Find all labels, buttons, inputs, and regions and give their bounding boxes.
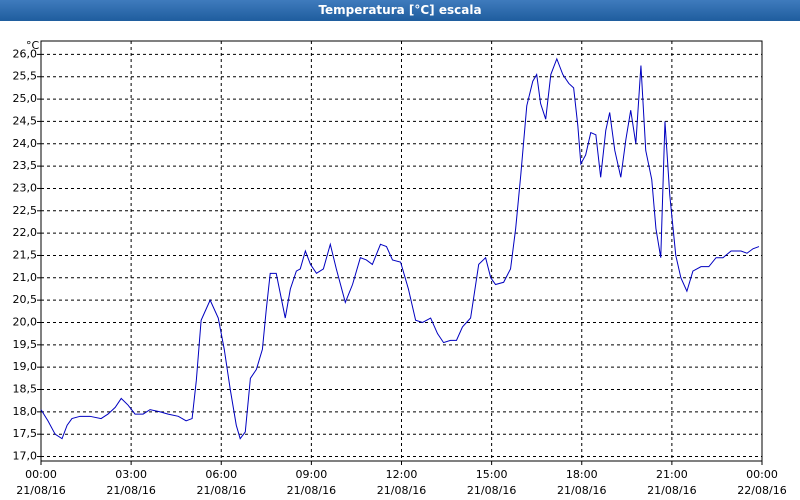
y-axis-unit: °C xyxy=(26,39,40,52)
x-tick-label: 00:00 xyxy=(25,468,57,481)
y-tick-label: 26,0 xyxy=(13,47,38,60)
x-tick-label: 03:00 xyxy=(115,468,147,481)
x-tick-label: 21:00 xyxy=(656,468,688,481)
y-tick-label: 18,5 xyxy=(13,383,38,396)
x-tick-label: 21/08/16 xyxy=(647,484,696,497)
chart: °C 17,0 17,5 18,0 18,5 19,0 19,5 20,0 20,5 21,0 2… xyxy=(13,39,787,497)
x-tick-label: 18:00 xyxy=(566,468,598,481)
y-tick-label: 20,0 xyxy=(13,315,38,328)
y-tick-label: 17,5 xyxy=(13,427,38,440)
y-tick-label: 17,0 xyxy=(13,450,38,463)
x-tick-label: 15:00 xyxy=(476,468,508,481)
x-tick-label: 12:00 xyxy=(386,468,418,481)
y-tick-label: 22,5 xyxy=(13,204,38,217)
x-tick-label: 21/08/16 xyxy=(16,484,65,497)
x-tick-label: 00:00 xyxy=(746,468,778,481)
x-tick-label: 06:00 xyxy=(205,468,237,481)
y-tick-label: 19,5 xyxy=(13,338,38,351)
y-tick-label: 25,5 xyxy=(13,70,38,83)
y-tick-label: 23,5 xyxy=(13,159,38,172)
y-tick-label: 25,0 xyxy=(13,92,38,105)
title-bar: Temperatura [°C] escala xyxy=(0,0,800,21)
y-tick-label: 21,5 xyxy=(13,248,38,261)
y-tick-label: 24,0 xyxy=(13,137,38,150)
y-tick-label: 21,0 xyxy=(13,271,38,284)
y-tick-label: 24,5 xyxy=(13,114,38,127)
y-tick-label: 18,0 xyxy=(13,405,38,418)
x-tick-label: 21/08/16 xyxy=(377,484,426,497)
x-tick-label: 21/08/16 xyxy=(467,484,516,497)
y-tick-label: 20,5 xyxy=(13,293,38,306)
x-tick-label: 22/08/16 xyxy=(737,484,786,497)
temperature-line xyxy=(40,57,760,440)
x-tick-label: 21/08/16 xyxy=(557,484,606,497)
x-tick-label: 21/08/16 xyxy=(197,484,246,497)
plot-border xyxy=(40,40,763,462)
y-tick-label: 22,0 xyxy=(13,226,38,239)
x-tick-label: 09:00 xyxy=(296,468,328,481)
y-tick-label: 19,0 xyxy=(13,360,38,373)
x-tick-label: 21/08/16 xyxy=(106,484,155,497)
x-tick-label: 21/08/16 xyxy=(287,484,336,497)
y-tick-label: 23,0 xyxy=(13,181,38,194)
